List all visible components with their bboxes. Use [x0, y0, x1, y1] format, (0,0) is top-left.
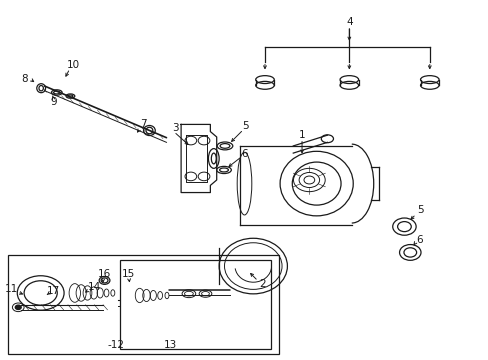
Text: 13: 13 — [163, 340, 177, 350]
Text: 9: 9 — [50, 97, 57, 107]
Text: 2: 2 — [259, 279, 266, 289]
Text: 15: 15 — [122, 269, 135, 279]
Text: 4: 4 — [346, 17, 352, 27]
Text: 14: 14 — [87, 282, 101, 292]
Text: -12: -12 — [107, 340, 124, 350]
Text: 5: 5 — [416, 206, 423, 216]
Text: 3: 3 — [172, 123, 178, 133]
Bar — [120, 260, 271, 349]
Bar — [8, 255, 278, 354]
Text: 6: 6 — [241, 149, 247, 159]
Text: 10: 10 — [67, 60, 80, 70]
Text: 11: 11 — [5, 284, 18, 294]
Circle shape — [15, 305, 21, 310]
Text: 8: 8 — [21, 73, 27, 84]
Text: 7: 7 — [140, 120, 146, 129]
Text: 1: 1 — [298, 130, 305, 140]
Text: 6: 6 — [415, 235, 422, 245]
Text: 17: 17 — [47, 286, 60, 296]
Text: 16: 16 — [98, 269, 111, 279]
Text: 5: 5 — [242, 121, 249, 131]
